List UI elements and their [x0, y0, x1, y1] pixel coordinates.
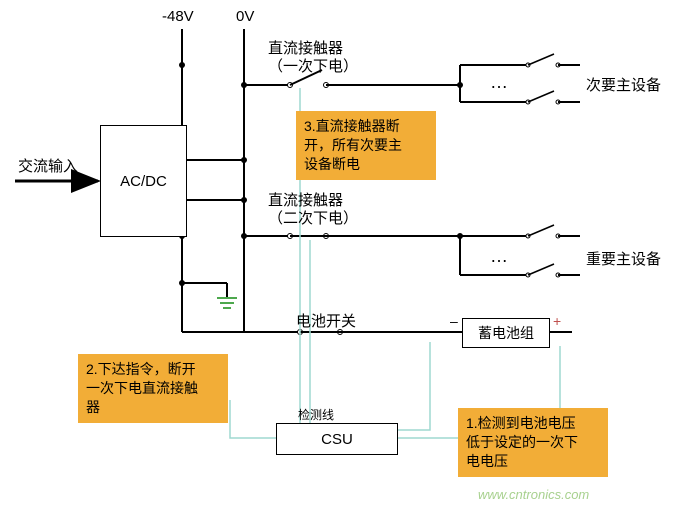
callout-1-l3: 电电压 [466, 453, 508, 469]
label-contactor1: 直流接触器 （一次下电） [268, 40, 358, 76]
callout-1: 1.检测到电池电压 低于设定的一次下 电电压 [458, 408, 608, 477]
label-neg48: -48V [162, 8, 194, 25]
label-contactor2-l2: （二次下电） [268, 210, 358, 227]
callout-2: 2.下达指令，断开 一次下电直流接触 器 [78, 354, 228, 423]
callout-2-l3: 器 [86, 399, 100, 415]
callout-3-l2: 开，所有次要主 [304, 137, 402, 153]
ellipsis-bottom: … [490, 246, 512, 267]
svg-text:–: – [450, 313, 458, 329]
callout-2-l1: 2.下达指令，断开 [86, 361, 196, 377]
callout-2-l2: 一次下电直流接触 [86, 380, 198, 396]
box-battery: 蓄电池组 [462, 318, 550, 348]
callout-3: 3.直流接触器断 开，所有次要主 设备断电 [296, 111, 436, 180]
callout-1-l1: 1.检测到电池电压 [466, 415, 576, 431]
label-contactor2: 直流接触器 （二次下电） [268, 192, 358, 228]
svg-text:+: + [553, 313, 561, 329]
label-0v: 0V [236, 8, 254, 25]
label-secondary-equip: 次要主设备 [586, 74, 661, 95]
label-contactor1-l2: （一次下电） [268, 58, 358, 75]
watermark: www.cntronics.com [478, 487, 589, 502]
box-acdc: AC/DC [100, 125, 187, 237]
label-primary-equip: 重要主设备 [586, 248, 661, 269]
label-battery-switch: 电池开关 [296, 310, 356, 331]
label-contactor2-l1: 直流接触器 [268, 192, 343, 209]
label-sense-line: 检测线 [298, 406, 334, 423]
label-contactor1-l1: 直流接触器 [268, 40, 343, 57]
callout-3-l3: 设备断电 [304, 156, 360, 172]
box-csu: CSU [276, 423, 398, 455]
label-ac-input: 交流输入 [18, 155, 78, 176]
callout-1-l2: 低于设定的一次下 [466, 434, 578, 450]
ellipsis-top: … [490, 72, 512, 93]
callout-3-l1: 3.直流接触器断 [304, 118, 400, 134]
